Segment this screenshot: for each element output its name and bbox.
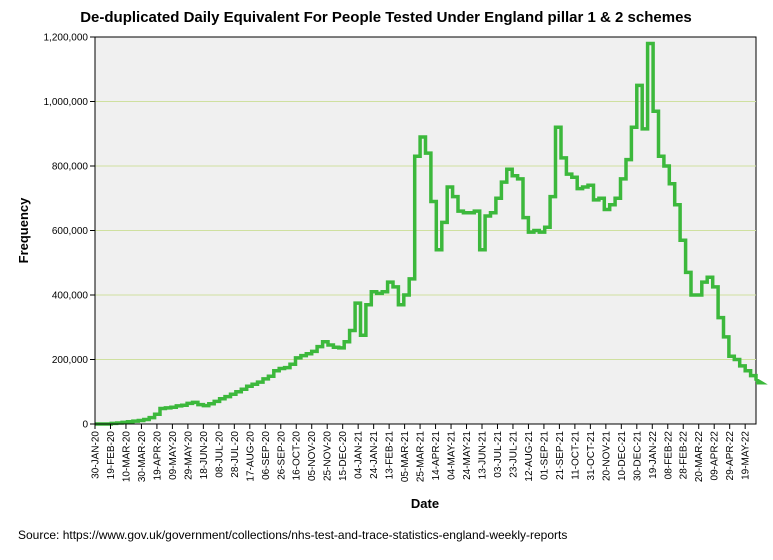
x-tick-label: 30-MAR-20 <box>137 431 148 483</box>
x-tick-label: 19-FEB-20 <box>106 431 117 480</box>
x-tick-label: 04-MAY-21 <box>447 431 458 480</box>
x-tick-label: 29-MAY-20 <box>183 431 194 480</box>
gridlines <box>95 101 756 360</box>
x-tick-label: 03-JUL-21 <box>493 431 504 478</box>
x-tick-label: 19-APR-20 <box>152 431 163 481</box>
x-tick-label: 09-MAY-20 <box>168 431 179 480</box>
y-axis-ticks: 0 200,000 400,000 600,000 800,000 1,000,000 1,… <box>44 33 95 431</box>
x-tick-label: 14-APR-21 <box>431 431 442 481</box>
series-line <box>95 41 768 426</box>
x-tick-label: 19-JAN-22 <box>648 431 659 479</box>
x-tick-label: 05-NOV-20 <box>307 431 318 481</box>
x-tick-label: 25-MAR-21 <box>416 431 427 483</box>
y-axis-title: Frequency <box>16 197 31 264</box>
x-axis-ticks: 30-JAN-20 19-FEB-20 10-MAR-20 30-MAR-20 19-A… <box>91 424 752 482</box>
x-tick-label: 13-JUN-21 <box>478 431 489 480</box>
y-tick-label: 1,000,000 <box>44 97 89 108</box>
x-tick-label: 08-JUL-20 <box>214 431 225 478</box>
x-tick-label: 18-JUN-20 <box>199 431 210 480</box>
x-tick-label: 17-AUG-20 <box>245 431 256 482</box>
x-tick-label: 28-JUL-20 <box>230 431 241 478</box>
x-tick-label: 10-MAR-20 <box>121 431 132 483</box>
source-note: Source: https://www.gov.uk/government/co… <box>18 528 568 542</box>
x-tick-label: 13-FEB-21 <box>385 431 396 480</box>
x-tick-label: 12-AUG-21 <box>524 431 535 482</box>
x-tick-label: 28-FEB-22 <box>679 431 690 480</box>
y-tick-label: 200,000 <box>52 355 89 366</box>
y-tick-label: 400,000 <box>52 291 89 302</box>
x-tick-label: 04-JAN-21 <box>354 431 365 479</box>
x-tick-label: 24-MAY-21 <box>462 431 473 480</box>
x-tick-label: 29-APR-22 <box>725 431 736 481</box>
x-tick-label: 10-DEC-21 <box>617 431 628 481</box>
x-tick-label: 30-DEC-21 <box>632 431 643 481</box>
x-tick-label: 20-MAR-22 <box>694 431 705 483</box>
x-tick-label: 08-FEB-22 <box>663 431 674 480</box>
x-tick-label: 09-APR-22 <box>710 431 721 481</box>
x-tick-label: 25-NOV-20 <box>323 431 334 481</box>
x-tick-label: 16-OCT-20 <box>292 431 303 481</box>
y-tick-label: 600,000 <box>52 226 89 237</box>
x-tick-label: 15-DEC-20 <box>338 431 349 481</box>
x-tick-label: 06-SEP-20 <box>261 431 272 480</box>
x-tick-label: 05-MAR-21 <box>400 431 411 483</box>
x-tick-label: 11-OCT-21 <box>570 431 581 480</box>
y-tick-label: 1,200,000 <box>44 33 89 44</box>
x-tick-label: 30-JAN-20 <box>91 431 102 479</box>
x-axis-title: Date <box>411 496 439 511</box>
x-tick-label: 21-SEP-21 <box>555 431 566 480</box>
x-tick-label: 20-NOV-21 <box>601 431 612 481</box>
x-tick-label: 19-MAY-22 <box>741 431 752 480</box>
y-tick-label: 800,000 <box>52 162 89 173</box>
x-tick-label: 01-SEP-21 <box>539 431 550 480</box>
x-tick-label: 26-SEP-20 <box>276 431 287 480</box>
x-tick-label: 31-OCT-21 <box>586 431 597 481</box>
x-tick-label: 23-JUL-21 <box>508 431 519 478</box>
chart-title: De-duplicated Daily Equivalent For Peopl… <box>80 9 692 26</box>
x-tick-label: 24-JAN-21 <box>369 431 380 479</box>
y-tick-label: 0 <box>82 420 88 431</box>
